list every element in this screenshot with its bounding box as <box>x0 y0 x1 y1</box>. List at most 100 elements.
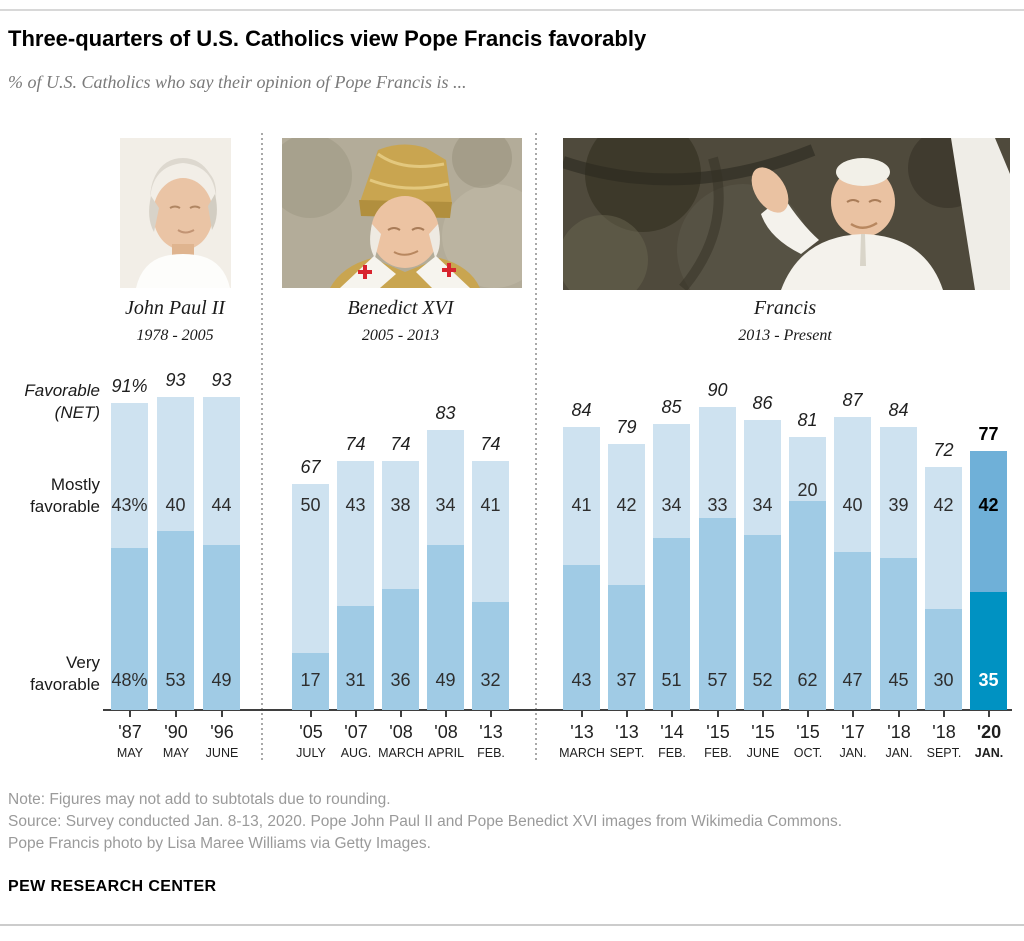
x-year-label: '14 <box>660 722 684 742</box>
axis-tick <box>445 710 447 717</box>
x-year-label: '08 <box>389 722 413 742</box>
bar-mostly-label: 42 <box>933 495 954 515</box>
x-month-label: FEB. <box>704 746 732 760</box>
bar-mostly-label: 41 <box>571 495 592 515</box>
bar-mostly-label: 42 <box>616 495 637 515</box>
stacked-bar: 81 20 62 <box>789 410 826 710</box>
x-month-label: AUG. <box>340 746 372 760</box>
axis-tick <box>129 710 131 717</box>
x-year-label: '13 <box>570 722 594 742</box>
bar-net-label: 83 <box>435 403 456 423</box>
mostly-favorable-segment <box>337 461 374 606</box>
bar-net-label: 93 <box>211 370 232 390</box>
mostly-favorable-segment <box>970 451 1007 592</box>
bar-mostly-label: 43% <box>111 495 148 515</box>
bar-very-label: 45 <box>888 670 909 690</box>
x-year-label: '13 <box>479 722 503 742</box>
bar-net-label: 86 <box>752 393 773 413</box>
bar-mostly-label: 34 <box>435 495 456 515</box>
axis-tick <box>807 710 809 717</box>
pope-name-label: Benedict XVI <box>347 297 454 319</box>
stacked-bar: 90 33 57 <box>699 380 736 710</box>
john-paul-ii-photo <box>120 138 231 288</box>
row-label-line: Favorable <box>24 381 100 400</box>
x-month-label: SEPT. <box>926 746 962 760</box>
x-month-label: JULY <box>296 746 326 760</box>
bar-net-label: 81 <box>797 410 818 430</box>
very-favorable-segment <box>653 538 690 710</box>
very-favorable-segment <box>563 565 600 710</box>
very-favorable-segment <box>608 585 645 710</box>
bar-very-label: 30 <box>933 670 954 690</box>
mostly-favorable-segment <box>653 424 690 538</box>
x-month-label: JUNE <box>746 746 780 760</box>
source-text-line1: Source: Survey conducted Jan. 8-13, 2020… <box>8 813 843 830</box>
page-title: Three-quarters of U.S. Catholics view Po… <box>8 26 647 51</box>
very-favorable-segment <box>337 606 374 710</box>
bar-very-label: 37 <box>616 670 637 690</box>
row-label-mostly-favorable: Mostly favorable <box>30 475 100 516</box>
stacked-bar: 67 50 17 <box>292 457 329 710</box>
very-favorable-segment <box>203 545 240 710</box>
x-year-label: '15 <box>796 722 820 742</box>
x-year-label: '08 <box>434 722 458 742</box>
bar-net-label: 85 <box>661 397 682 417</box>
mostly-favorable-segment <box>563 427 600 565</box>
stacked-bar: 93 40 53 <box>157 370 194 710</box>
stacked-bar: 93 44 49 <box>203 370 240 710</box>
very-favorable-segment <box>880 558 917 710</box>
axis-tick <box>898 710 900 717</box>
source-text-line2: Pope Francis photo by Lisa Maree William… <box>8 835 431 852</box>
mostly-favorable-segment <box>111 403 148 548</box>
bar-mostly-label: 41 <box>480 495 501 515</box>
bar-net-label: 67 <box>300 457 321 477</box>
stacked-bar: 72 42 30 <box>925 440 962 710</box>
axis-tick <box>671 710 673 717</box>
pope-name-benedict-xvi: Benedict XVI 2005 - 2013 <box>320 296 481 346</box>
x-axis-line <box>103 709 1012 711</box>
bar-very-label: 47 <box>842 670 863 690</box>
x-year-label: '18 <box>887 722 911 742</box>
x-month-label: JAN. <box>839 746 867 760</box>
mostly-favorable-segment <box>157 397 194 531</box>
mostly-favorable-segment <box>203 397 240 545</box>
x-month-label: APRIL <box>427 746 465 760</box>
x-year-label: '07 <box>344 722 368 742</box>
stacked-bar: 84 41 43 <box>563 400 600 710</box>
x-month-label: FEB. <box>477 746 505 760</box>
axis-tick <box>355 710 357 717</box>
bar-net-label: 84 <box>571 400 592 420</box>
row-label-very-favorable: Very favorable <box>30 653 100 694</box>
top-rule <box>0 9 1024 11</box>
stacked-bar: 87 40 47 <box>834 390 871 710</box>
very-favorable-segment <box>699 518 736 710</box>
bar-very-label: 62 <box>797 670 818 690</box>
page-subtitle: % of U.S. Catholics who say their opinio… <box>8 72 467 92</box>
mostly-favorable-segment <box>382 461 419 589</box>
bar-net-label: 74 <box>390 434 411 454</box>
mostly-favorable-segment <box>292 484 329 653</box>
x-year-label: '15 <box>706 722 730 742</box>
x-month-label: MARCH <box>559 746 605 760</box>
bar-mostly-label: 33 <box>707 495 728 515</box>
stacked-bar: 74 43 31 <box>337 434 374 710</box>
very-favorable-segment <box>157 531 194 710</box>
bar-mostly-label: 44 <box>211 495 232 515</box>
bar-very-label: 49 <box>435 670 456 690</box>
bar-very-label: 36 <box>390 670 411 690</box>
axis-tick <box>221 710 223 717</box>
francis-photo <box>558 116 1010 316</box>
bar-very-label: 49 <box>211 670 232 690</box>
mostly-favorable-segment <box>427 430 464 545</box>
bar-mostly-label: 40 <box>165 495 186 515</box>
x-year-label: '05 <box>299 722 323 742</box>
bar-very-label: 53 <box>165 670 186 690</box>
panel-divider <box>261 133 263 763</box>
x-year-label: '15 <box>751 722 775 742</box>
x-year-label: '96 <box>210 722 234 742</box>
mostly-favorable-segment <box>925 467 962 609</box>
x-month-label: MARCH <box>378 746 424 760</box>
bar-mostly-label: 34 <box>752 495 773 515</box>
x-year-label: '13 <box>615 722 639 742</box>
